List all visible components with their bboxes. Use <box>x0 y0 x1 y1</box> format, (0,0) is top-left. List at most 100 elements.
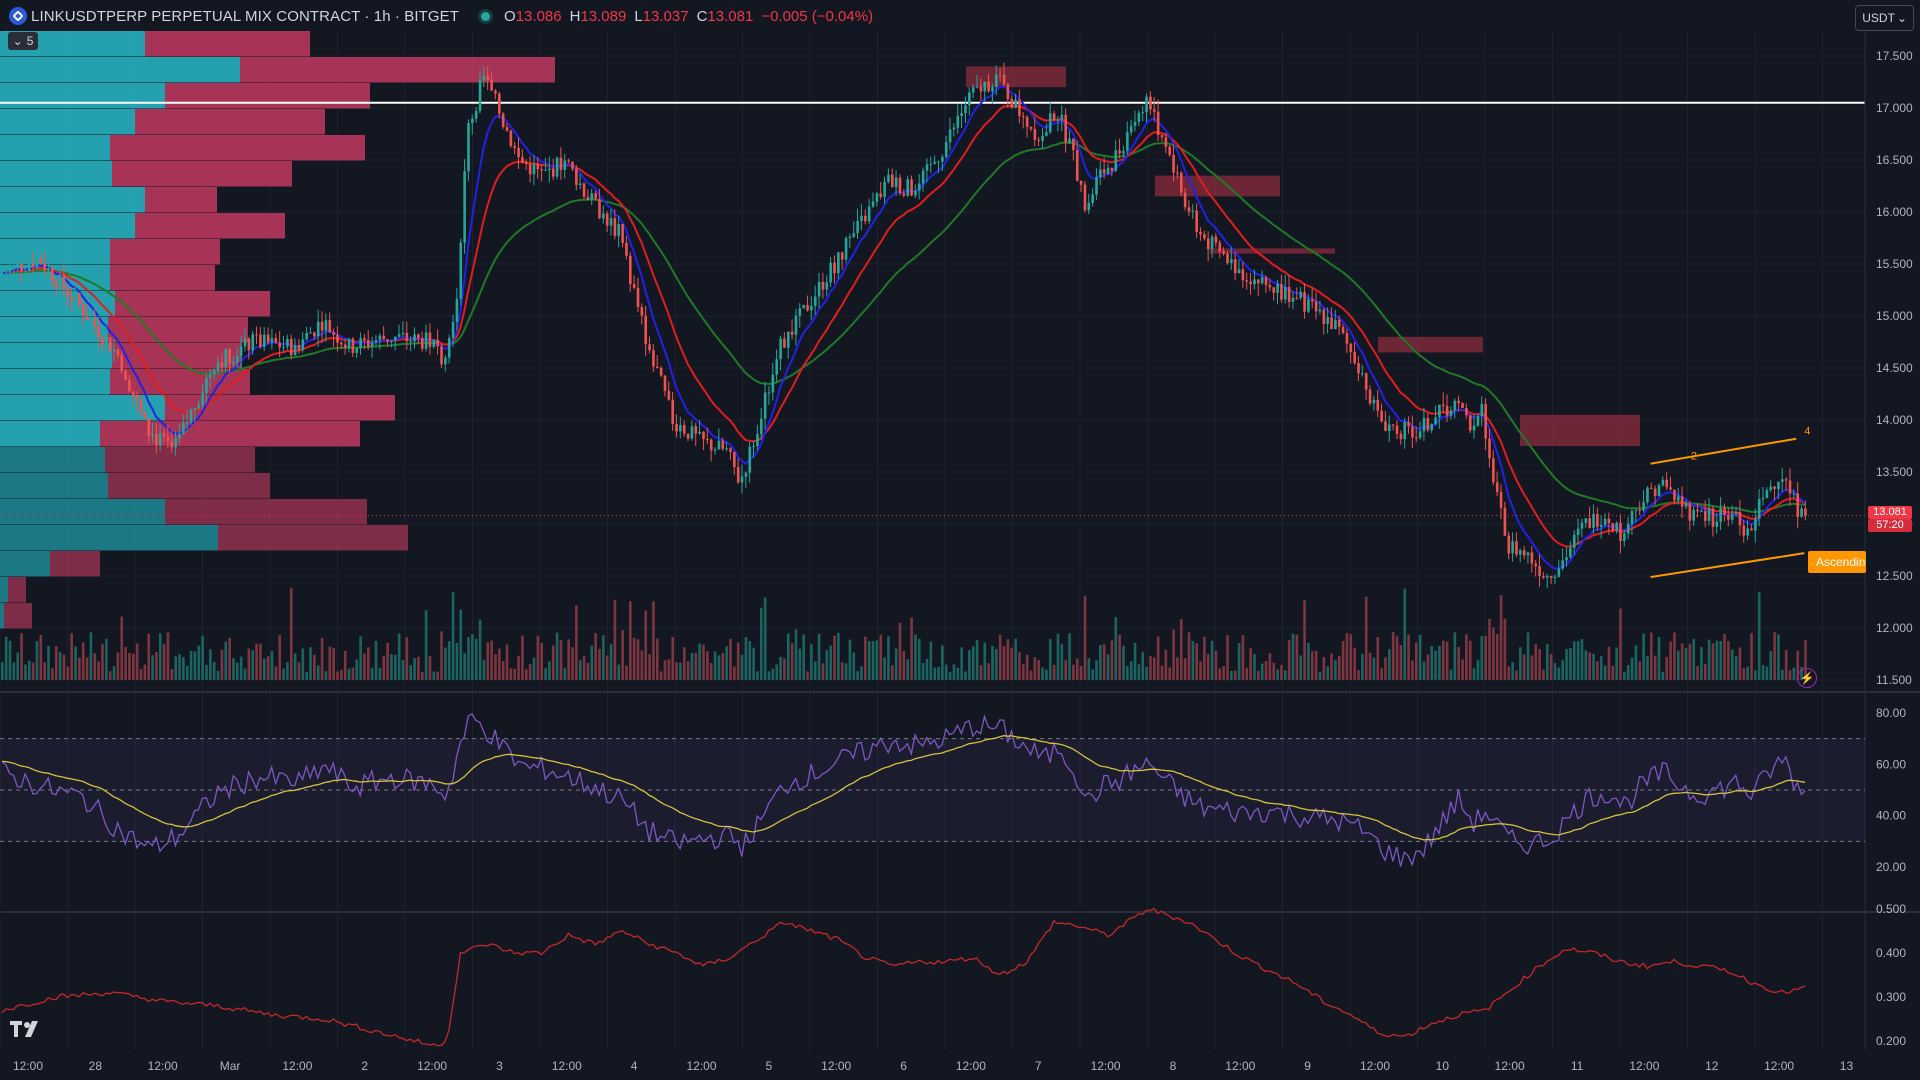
candle-body <box>1707 508 1711 521</box>
candle-body <box>563 160 567 170</box>
symbol-title[interactable]: LINKUSDTPERP PERPETUAL MIX CONTRACT · 1h… <box>31 7 460 25</box>
ohlc-change: −0.005 (−0.04%) <box>761 7 874 25</box>
candle-body <box>1615 522 1618 531</box>
volume-bar <box>702 644 705 680</box>
candle-body <box>209 374 212 378</box>
supply-zones <box>966 66 1640 446</box>
volume-bar <box>740 654 744 680</box>
alert-bolt-icon[interactable]: ⚡ <box>1797 668 1817 688</box>
candle-body <box>1156 111 1160 136</box>
candle-body <box>975 86 979 88</box>
candle-body <box>694 426 698 434</box>
candle-body <box>867 206 871 222</box>
candle-body <box>825 282 829 290</box>
currency-select[interactable]: USDT ⌄ <box>1855 5 1914 31</box>
volume-bar <box>625 665 628 680</box>
volume-profile-sell <box>100 421 360 447</box>
candle-body <box>1703 511 1707 521</box>
market-status-icon[interactable] <box>481 11 491 21</box>
candle-body <box>1029 126 1033 129</box>
candle-body <box>1183 192 1187 208</box>
volume-bar <box>455 643 459 680</box>
volume-bar <box>332 648 335 680</box>
volume-bar <box>983 642 987 680</box>
volume-bar <box>964 671 967 680</box>
volume-bar <box>1727 641 1730 680</box>
pattern-label[interactable]: Ascending <box>1808 551 1866 573</box>
volume-bar <box>659 671 663 680</box>
candle-body <box>505 127 509 131</box>
candle-body <box>602 213 605 219</box>
volume-bar <box>413 658 416 680</box>
candle-body <box>112 349 116 352</box>
pane-separators <box>0 32 1920 1050</box>
volume-bar <box>586 662 590 680</box>
volume-bar <box>1284 670 1287 680</box>
candle-body <box>760 418 763 435</box>
candle-body <box>1284 287 1287 300</box>
candle-body <box>1669 487 1672 490</box>
candle-body <box>1095 177 1098 195</box>
candle-body <box>131 391 135 396</box>
candle-body <box>667 390 671 400</box>
volume-bar <box>174 656 177 680</box>
candle-body <box>451 321 455 338</box>
volume-profile-sell <box>8 577 26 603</box>
volume-profile-buy <box>0 499 165 525</box>
price-axis-label: 12.500 <box>1876 569 1913 583</box>
volume-bar <box>286 662 289 680</box>
candle-body <box>1727 515 1730 520</box>
volume-bar <box>563 668 567 680</box>
candle-body <box>1584 518 1588 523</box>
candle-body <box>1665 479 1669 488</box>
candle-body <box>1499 491 1503 508</box>
candle-body <box>682 425 686 434</box>
volume-bar <box>131 653 135 680</box>
volume-bar <box>744 637 748 680</box>
candle-body <box>1376 399 1380 411</box>
candle-body <box>1592 513 1595 528</box>
volume-bar <box>1434 650 1437 680</box>
volume-bar <box>243 668 247 680</box>
volume-bar <box>1557 667 1561 680</box>
time-axis-label: 12:00 <box>1360 1059 1390 1073</box>
volume-bar <box>1623 671 1626 680</box>
candle-body <box>447 337 451 358</box>
volume-bar <box>864 636 867 680</box>
volume-bar <box>1276 669 1279 680</box>
candle-body <box>1769 486 1773 491</box>
volume-bar <box>1230 671 1233 680</box>
candle-body <box>232 361 235 364</box>
candle-body <box>1596 513 1599 527</box>
candle-body <box>1 273 4 275</box>
candle-body <box>1646 487 1649 503</box>
indicator-collapse-button[interactable]: ⌄ 5 <box>8 32 38 50</box>
candle-body <box>494 90 497 94</box>
candle-body <box>1341 326 1345 333</box>
candle-body <box>852 233 856 237</box>
volume-bar <box>367 647 370 680</box>
candle-body <box>309 332 312 334</box>
candle-body <box>1438 404 1441 418</box>
rsi-axis-label: 60.00 <box>1876 757 1906 771</box>
ohlc-high-label: H <box>569 7 581 25</box>
candle-body <box>771 374 775 393</box>
candle-body <box>1122 150 1125 154</box>
volume-bar <box>27 660 31 680</box>
candle-body <box>675 423 678 432</box>
candle-body <box>1553 576 1557 579</box>
volume-bar <box>1368 652 1372 680</box>
candle-body <box>1260 277 1264 284</box>
volume-bar <box>979 665 983 680</box>
volume-bar <box>1461 659 1464 680</box>
volume-bar <box>1499 595 1503 680</box>
candle-body <box>790 331 794 335</box>
volume-bar <box>729 638 732 680</box>
candle-body <box>343 344 347 349</box>
candle-body <box>328 320 332 333</box>
candle-body <box>1430 424 1434 431</box>
volume-bar <box>289 588 293 680</box>
tradingview-logo-icon[interactable] <box>10 1020 44 1038</box>
pattern-point-label: 4 <box>1804 426 1810 438</box>
